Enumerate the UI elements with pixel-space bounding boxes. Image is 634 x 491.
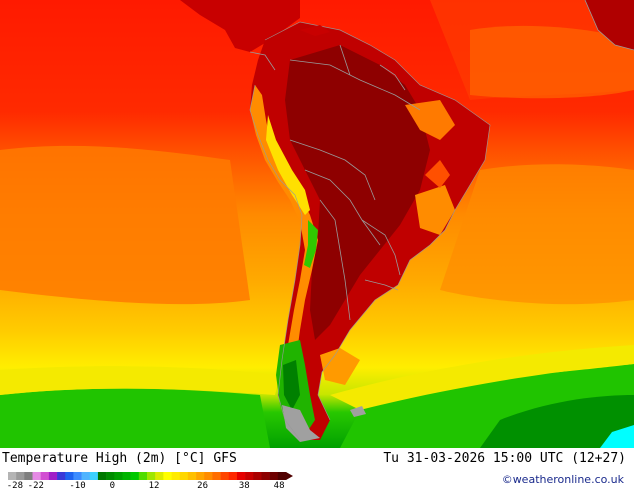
scale-swatch	[65, 472, 74, 480]
africa-edge	[585, 0, 634, 50]
scale-swatch	[196, 472, 205, 480]
patagonia-ice-grey	[282, 405, 320, 442]
ice-corner	[600, 425, 634, 448]
scale-swatch	[155, 472, 164, 480]
falklands	[350, 406, 366, 417]
scale-swatch	[48, 472, 58, 480]
patagonia-dark	[283, 360, 300, 410]
scale-swatch	[277, 472, 287, 480]
coastline	[249, 21, 491, 441]
scale-swatch	[253, 472, 262, 480]
scale-swatch	[187, 472, 197, 480]
scale-tick-label: 48	[273, 481, 285, 491]
scale-swatch	[73, 472, 82, 480]
scale-swatch	[228, 472, 238, 480]
southern-green-band	[0, 388, 270, 448]
andes-yellow	[266, 115, 310, 215]
scale-swatch	[89, 472, 99, 480]
scale-tick-label: -22	[27, 481, 44, 491]
highland-patch-3	[425, 160, 450, 188]
color-scale-ticks: -28 -22 -10 0 12 26 38 48	[0, 481, 300, 491]
scale-swatch	[236, 472, 246, 480]
southern-darkgreen-east	[480, 395, 634, 448]
caribbean-islands	[300, 25, 330, 36]
scale-swatch	[163, 472, 172, 480]
map-footer: Temperature High (2m) [°C] GFS Tu 31-03-…	[0, 448, 634, 491]
andes-green	[304, 220, 318, 268]
scale-swatch	[171, 472, 181, 480]
scale-swatch	[106, 472, 115, 480]
scale-swatch	[81, 472, 91, 480]
pacific-orange-band	[0, 145, 250, 305]
yellow-band-southeast	[330, 345, 634, 410]
scale-tick-label: 38	[238, 481, 250, 491]
north-atlantic-orange	[470, 25, 634, 99]
yellow-band-south	[0, 366, 280, 395]
scale-tick-label: 26	[197, 481, 209, 491]
east-patagonia-orange	[320, 348, 360, 385]
scale-tick-label: 0	[109, 481, 116, 491]
highland-patch-1	[405, 100, 455, 140]
scale-swatch	[147, 472, 156, 480]
color-scale	[8, 472, 293, 480]
scale-swatch	[245, 472, 254, 480]
scale-swatch	[212, 472, 221, 480]
scale-swatch	[16, 472, 25, 480]
scale-swatch	[40, 472, 50, 480]
scale-swatch	[130, 472, 140, 480]
country-borders	[249, 44, 421, 321]
scale-swatch	[138, 472, 148, 480]
map-title: Temperature High (2m) [°C] GFS	[2, 451, 237, 466]
scale-swatch	[24, 472, 33, 480]
atlantic-orange-band	[440, 164, 634, 305]
scale-tick-label: -10	[69, 481, 86, 491]
scale-swatch	[179, 472, 189, 480]
scale-swatch	[97, 472, 107, 480]
highland-patch-2	[415, 185, 455, 235]
scale-tick-label: 12	[148, 481, 160, 491]
andes-strip	[250, 85, 318, 380]
temperature-map	[0, 0, 634, 448]
scale-swatch	[220, 472, 230, 480]
scale-swatch	[269, 472, 279, 480]
scale-arrow	[286, 472, 293, 480]
scale-swatch	[114, 472, 123, 480]
scale-swatch	[8, 472, 17, 480]
scale-swatch	[122, 472, 131, 480]
credit-link[interactable]: ©weatheronline.co.uk	[501, 473, 624, 486]
amazon-very-hot	[285, 45, 430, 340]
scale-swatch	[32, 472, 42, 480]
forecast-datetime: Tu 31-03-2026 15:00 UTC (12+27)	[383, 451, 626, 466]
scale-tick-label: -28	[6, 481, 24, 491]
scale-swatch	[57, 472, 66, 480]
africa-border	[584, 0, 634, 51]
scale-swatch	[261, 472, 270, 480]
scale-swatch	[204, 472, 213, 480]
